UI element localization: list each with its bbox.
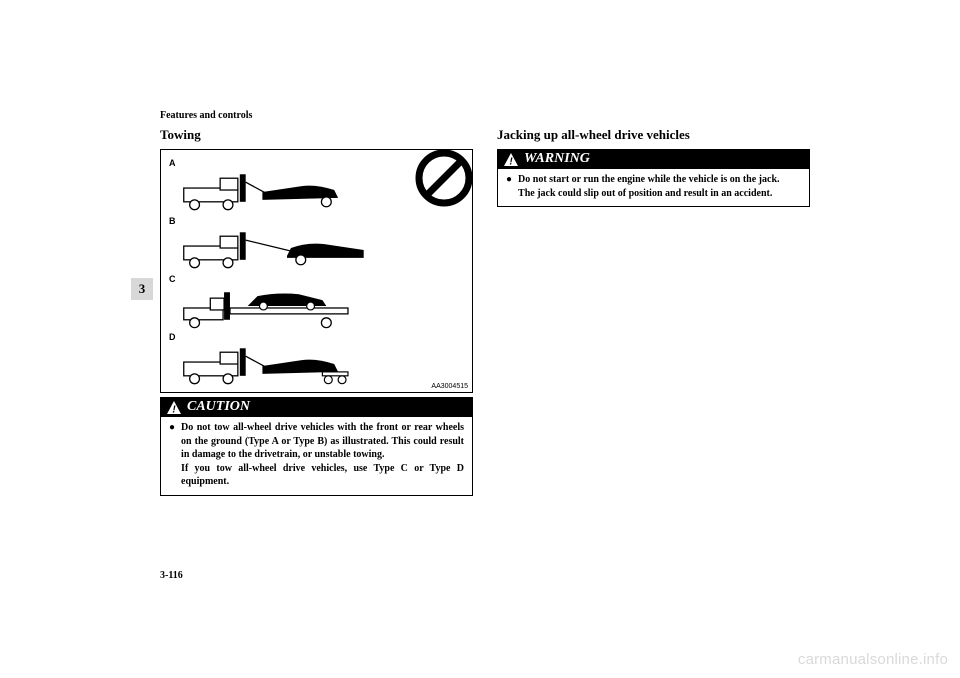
- warning-header: ! WARNING: [498, 150, 809, 169]
- tow-type-c-icon: [169, 284, 464, 330]
- tow-type-b-icon: [169, 226, 464, 272]
- warning-body: ● Do not start or run the engine while t…: [498, 169, 809, 206]
- chapter-number: 3: [139, 281, 146, 297]
- right-column: Jacking up all-wheel drive vehicles ! WA…: [497, 127, 810, 496]
- watermark: carmanualsonline.info: [798, 651, 948, 668]
- page-number: 3-116: [160, 570, 183, 581]
- warning-text: Do not start or run the engine while the…: [518, 173, 779, 200]
- caution-triangle-icon: !: [167, 401, 181, 414]
- running-header: Features and controls: [160, 110, 810, 121]
- tow-type-d-icon: [169, 342, 464, 388]
- tow-type-a-icon: [169, 168, 464, 214]
- caution-body: ● Do not tow all-wheel drive vehicles wi…: [161, 417, 472, 495]
- left-column: Towing A: [160, 127, 473, 496]
- warning-triangle-icon: !: [504, 153, 518, 166]
- fig-row-c: [169, 284, 464, 330]
- towing-heading: Towing: [160, 127, 473, 143]
- figure-id: AA3004515: [431, 383, 468, 390]
- caution-text: Do not tow all-wheel drive vehicles with…: [181, 421, 464, 489]
- fig-row-d: [169, 342, 464, 388]
- fig-label-b: B: [169, 216, 464, 226]
- warning-box: ! WARNING ● Do not start or run the engi…: [497, 149, 810, 207]
- two-column-layout: Towing A: [160, 127, 810, 496]
- bullet-icon: ●: [169, 421, 175, 489]
- fig-row-a: [169, 168, 464, 214]
- warning-title: WARNING: [524, 151, 590, 167]
- caution-box: ! CAUTION ● Do not tow all-wheel drive v…: [160, 397, 473, 496]
- bullet-icon: ●: [506, 173, 512, 200]
- chapter-tab: 3: [131, 278, 153, 300]
- caution-title: CAUTION: [187, 399, 250, 415]
- jacking-heading: Jacking up all-wheel drive vehicles: [497, 127, 810, 143]
- fig-label-d: D: [169, 332, 464, 342]
- fig-row-b: [169, 226, 464, 272]
- fig-label-c: C: [169, 274, 464, 284]
- caution-header: ! CAUTION: [161, 398, 472, 417]
- towing-figure: A B: [160, 149, 473, 393]
